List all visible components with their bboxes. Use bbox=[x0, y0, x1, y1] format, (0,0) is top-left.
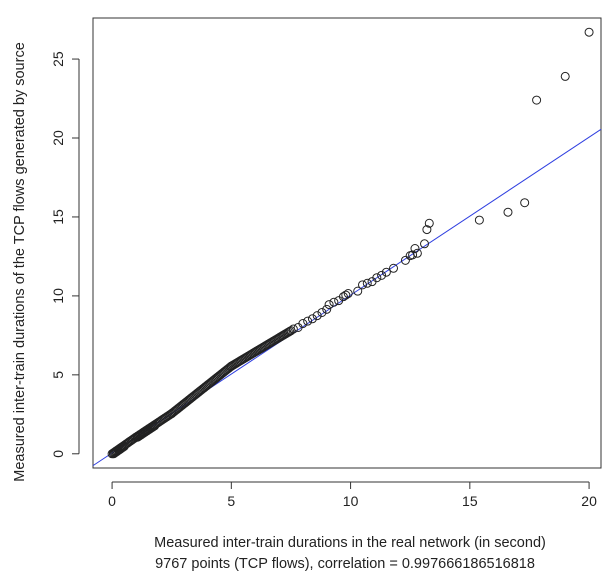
y-tick-label: 0 bbox=[50, 450, 66, 458]
data-point bbox=[424, 218, 434, 228]
data-point bbox=[288, 324, 298, 334]
data-point bbox=[343, 289, 353, 299]
y-tick-label: 25 bbox=[50, 51, 66, 67]
x-tick-label: 20 bbox=[581, 493, 597, 509]
data-point bbox=[317, 307, 327, 317]
data-point bbox=[358, 280, 368, 290]
data-point bbox=[422, 225, 432, 235]
y-axis-title: Measured inter-train durations of the TC… bbox=[12, 42, 28, 482]
data-point bbox=[312, 311, 322, 321]
data-point bbox=[410, 244, 420, 254]
data-point bbox=[283, 327, 293, 337]
y-tick-label: 15 bbox=[50, 209, 66, 225]
data-point bbox=[324, 300, 334, 310]
data-point bbox=[503, 207, 513, 217]
x-tick-label: 10 bbox=[343, 493, 359, 509]
data-point bbox=[412, 248, 422, 258]
data-point bbox=[389, 263, 399, 273]
data-point bbox=[307, 314, 317, 324]
data-point bbox=[329, 297, 339, 307]
data-point bbox=[420, 239, 430, 249]
chart-subtitle: 9767 points (TCP flows), correlation = 0… bbox=[155, 556, 535, 572]
data-point bbox=[303, 316, 313, 326]
data-point bbox=[341, 290, 351, 300]
data-point bbox=[381, 267, 391, 277]
x-axis: 0 5 10 15 20 bbox=[108, 481, 597, 509]
data-point bbox=[377, 270, 387, 280]
data-point bbox=[372, 273, 382, 283]
y-tick-label: 5 bbox=[50, 371, 66, 379]
data-point bbox=[532, 95, 542, 105]
data-points bbox=[107, 27, 594, 459]
data-point bbox=[560, 71, 570, 81]
x-tick-label: 5 bbox=[227, 493, 235, 509]
y-tick-label: 10 bbox=[50, 288, 66, 304]
data-point bbox=[338, 292, 348, 302]
data-point bbox=[322, 304, 332, 314]
x-axis-title: Measured inter-train durations in the re… bbox=[154, 535, 546, 551]
data-point bbox=[474, 215, 484, 225]
data-point bbox=[353, 286, 363, 296]
y-tick-label: 20 bbox=[50, 130, 66, 146]
data-point bbox=[298, 319, 308, 329]
data-point bbox=[362, 278, 372, 288]
data-point bbox=[584, 27, 594, 37]
x-tick-label: 15 bbox=[462, 493, 478, 509]
plot-frame bbox=[92, 17, 602, 469]
y-axis: 0 5 10 15 20 25 bbox=[50, 51, 80, 458]
data-point bbox=[408, 250, 418, 260]
data-point bbox=[520, 198, 530, 208]
x-tick-label: 0 bbox=[108, 493, 116, 509]
data-point bbox=[400, 255, 410, 265]
